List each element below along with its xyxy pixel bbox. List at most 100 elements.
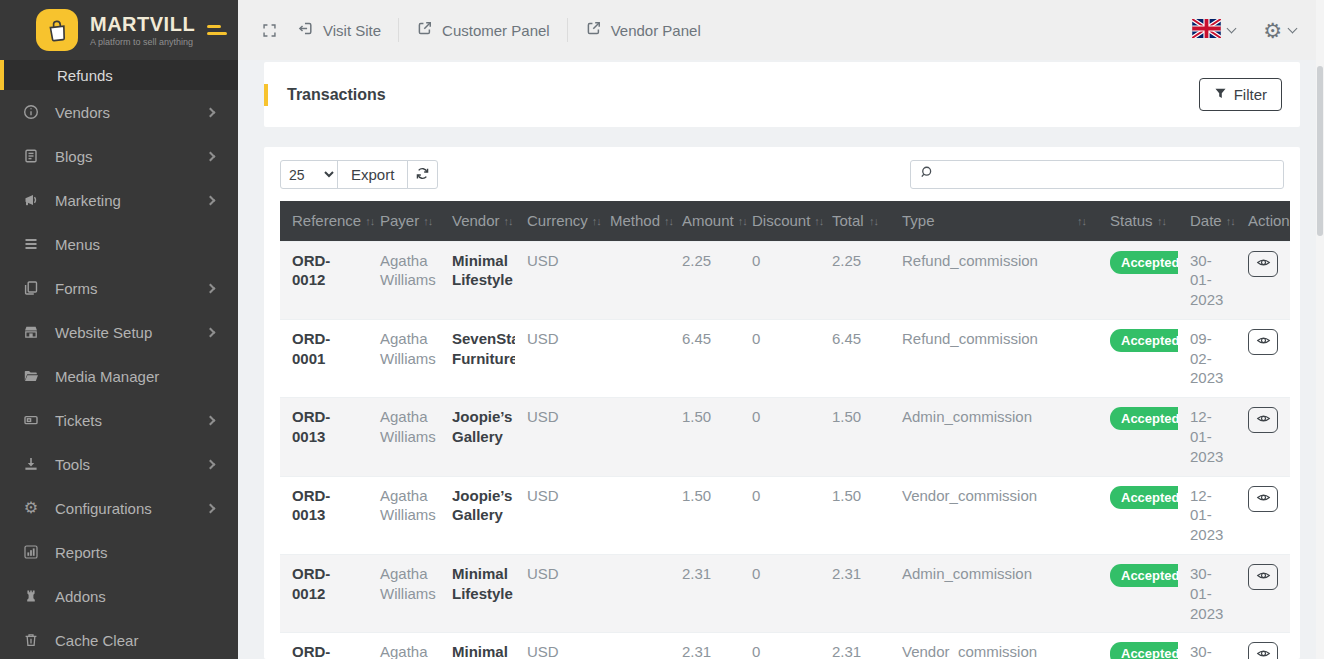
cell-reference: ORD-0013: [280, 476, 368, 554]
cell-date: 30-01-2023: [1178, 633, 1236, 659]
cell-payer: Agatha Williams: [368, 555, 440, 633]
sidebar-item-forms[interactable]: Forms: [0, 266, 238, 310]
sidebar-item-refunds[interactable]: Refunds: [0, 60, 238, 90]
sidebar-item-label: Tickets: [55, 412, 102, 429]
sort-icon[interactable]: ↑↓: [738, 215, 747, 227]
cell-amount: 6.45: [670, 319, 740, 397]
external-link-icon: [585, 20, 602, 40]
customer-panel-link[interactable]: Customer Panel: [416, 20, 550, 40]
sidebar-item-media-manager[interactable]: Media Manager: [0, 354, 238, 398]
sort-icon[interactable]: ↑↓: [814, 215, 823, 227]
sort-icon[interactable]: ↑↓: [365, 215, 374, 227]
transactions-card: 25 Export: [264, 147, 1300, 659]
sidebar-item-menus[interactable]: Menus: [0, 222, 238, 266]
settings-menu[interactable]: ⚙: [1263, 20, 1296, 41]
sidebar-item-marketing[interactable]: Marketing: [0, 178, 238, 222]
view-button[interactable]: [1248, 564, 1278, 590]
sidebar-item-configurations[interactable]: ⚙Configurations: [0, 486, 238, 530]
chevron-right-icon: [206, 151, 216, 161]
column-header-type[interactable]: Type↑↓: [890, 201, 1098, 241]
cell-date: 12-01-2023: [1178, 476, 1236, 554]
column-header-date[interactable]: Date ↑↓: [1178, 201, 1236, 241]
sort-icon[interactable]: ↑↓: [423, 215, 432, 227]
column-header-method[interactable]: Method↑↓: [598, 201, 670, 241]
sidebar-item-blogs[interactable]: Blogs: [0, 134, 238, 178]
search-input[interactable]: [940, 167, 1275, 183]
sort-icon[interactable]: ↑↓: [664, 215, 673, 227]
visit-site-link[interactable]: Visit Site: [297, 20, 381, 40]
cell-currency: USD: [515, 555, 598, 633]
sidebar-item-addons[interactable]: Addons: [0, 574, 238, 618]
view-button[interactable]: [1248, 251, 1278, 277]
sidebar-item-website-setup[interactable]: Website Setup: [0, 310, 238, 354]
cell-date: 12-01-2023: [1178, 398, 1236, 476]
topbar-divider: [567, 18, 568, 42]
column-header-currency[interactable]: Currency ↑↓: [515, 201, 598, 241]
column-label: Discount: [752, 212, 810, 229]
sort-icon[interactable]: ↑↓: [1077, 215, 1086, 227]
cell-vendor: Joopie’s Gallery: [440, 398, 515, 476]
column-label: Currency: [527, 212, 588, 229]
view-button[interactable]: [1248, 407, 1278, 433]
column-header-amount[interactable]: Amount↑↓: [670, 201, 740, 241]
cell-type: Admin_commission: [890, 398, 1098, 476]
cell-action: [1236, 476, 1290, 554]
table-row: ORD-0012Agatha WilliamsMinimal Lifestyle…: [280, 633, 1290, 659]
cell-amount: 2.31: [670, 555, 740, 633]
sort-icon[interactable]: ↑↓: [592, 215, 601, 227]
column-header-vendor[interactable]: Vendor↑↓: [440, 201, 515, 241]
table-header-row: Reference↑↓Payer↑↓Vendor↑↓Currency↑↓Meth…: [280, 201, 1290, 241]
column-header-reference[interactable]: Reference↑↓: [280, 201, 368, 241]
column-header-total[interactable]: Total↑↓: [820, 201, 890, 241]
cell-status: Accepted: [1098, 398, 1178, 476]
vertical-scrollbar[interactable]: [1316, 0, 1324, 659]
sidebar-item-vendors[interactable]: Vendors: [0, 90, 238, 134]
sidebar-item-label: Website Setup: [55, 324, 152, 341]
status-badge: Accepted: [1110, 329, 1178, 352]
cell-total: 2.31: [820, 633, 890, 659]
cell-method: [598, 398, 670, 476]
page-size-select[interactable]: 25: [280, 160, 338, 189]
sidebar-item-label: Vendors: [55, 104, 110, 121]
column-header-payer[interactable]: Payer↑↓: [368, 201, 440, 241]
view-button[interactable]: [1248, 486, 1278, 512]
sort-icon[interactable]: ↑↓: [869, 215, 878, 227]
refresh-icon: [415, 166, 430, 184]
column-label: Date: [1190, 212, 1222, 229]
sidebar-item-reports[interactable]: Reports: [0, 530, 238, 574]
topbar: Visit Site Customer Panel Vendor Panel: [238, 0, 1324, 60]
cell-discount: 0: [740, 319, 820, 397]
sidebar-item-tickets[interactable]: Tickets: [0, 398, 238, 442]
sort-icon[interactable]: ↑↓: [504, 215, 513, 227]
sort-icon[interactable]: ↑↓: [1226, 215, 1235, 227]
cell-vendor: Minimal Lifestyle: [440, 633, 515, 659]
sidebar-item-cache-clear[interactable]: Cache Clear: [0, 618, 238, 659]
export-button[interactable]: Export: [337, 160, 408, 189]
view-button[interactable]: [1248, 329, 1278, 355]
column-header-discount[interactable]: Discount ↑↓: [740, 201, 820, 241]
vendor-panel-link[interactable]: Vendor Panel: [585, 20, 701, 40]
sidebar-collapse-icon[interactable]: [207, 25, 227, 35]
sidebar-item-tools[interactable]: Tools: [0, 442, 238, 486]
column-header-status[interactable]: Status↑↓: [1098, 201, 1178, 241]
sidebar-item-label: Refunds: [57, 67, 113, 84]
topbar-right: ⚙: [1192, 19, 1296, 42]
language-selector[interactable]: [1192, 19, 1235, 42]
filter-button[interactable]: Filter: [1199, 78, 1282, 111]
cell-discount: 0: [740, 241, 820, 319]
refresh-button[interactable]: [407, 160, 438, 189]
scrollbar-thumb[interactable]: [1317, 66, 1323, 236]
title-accent-bar: [264, 84, 268, 106]
sort-icon[interactable]: ↑↓: [1157, 215, 1166, 227]
cell-amount: 1.50: [670, 476, 740, 554]
cell-payer: Agatha Williams: [368, 476, 440, 554]
store-icon: [22, 324, 40, 340]
fullscreen-icon[interactable]: [262, 23, 277, 38]
view-button[interactable]: [1248, 642, 1278, 659]
download-icon: [22, 456, 40, 472]
cell-action: [1236, 633, 1290, 659]
search-icon: [919, 165, 934, 184]
folder-open-icon: [22, 368, 40, 384]
cell-method: [598, 633, 670, 659]
cell-action: [1236, 555, 1290, 633]
